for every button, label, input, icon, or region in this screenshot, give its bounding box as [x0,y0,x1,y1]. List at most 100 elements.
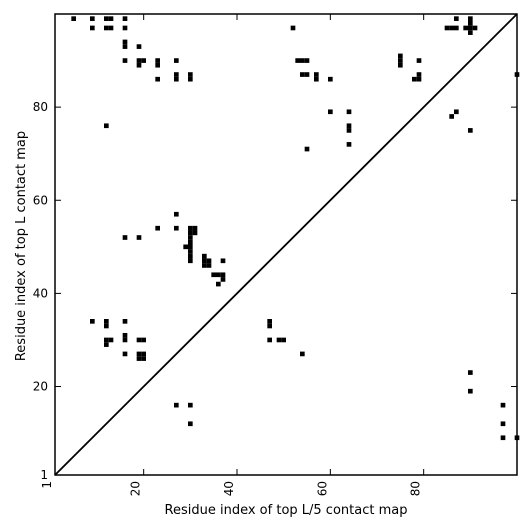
x-axis-label: Residue index of top L/5 contact map [165,503,408,518]
contact-cell-top-l [346,109,352,115]
contact-cell-top-l5 [300,351,305,357]
contact-cell-top-l [174,58,179,63]
contact-cell-top-l5 [500,435,506,441]
contact-cell-top-l5 [174,402,179,408]
contact-cell-top-l [468,25,473,31]
contact-cell-top-l [454,16,459,21]
contact-cell-top-l [71,16,76,21]
contact-cell-top-l [122,44,128,49]
contact-cell-top-l [90,16,95,21]
contact-cell-top-l [398,62,403,68]
contact-cell-top-l5 [211,272,216,278]
contact-cell-top-l [104,123,109,129]
contact-cell-top-l5 [202,253,207,259]
contact-cell-top-l5 [155,225,160,231]
contact-cell-top-l [122,39,128,45]
contact-cell-top-l5 [188,249,193,254]
contact-cell-top-l [304,146,310,152]
contact-cell-top-l5 [122,235,128,240]
contact-cell-top-l [416,72,422,77]
contact-cell-top-l [454,109,459,115]
contact-cell-top-l [346,142,352,147]
contact-cell-top-l [155,76,160,82]
contact-cell-top-l [295,58,300,63]
contact-cell-top-l5 [122,337,128,343]
contact-cell-top-l5 [267,337,272,343]
contact-cell-top-l5 [188,239,193,245]
contact-cell-top-l [188,72,193,77]
contact-cell-top-l5 [174,225,179,231]
contact-cell-top-l5 [188,244,193,250]
y-tick-label: 80 [33,100,48,114]
contact-cell-top-l [468,128,473,133]
x-tick-label: 60 [315,481,329,496]
contact-cell-top-l [174,72,179,77]
contact-cell-top-l5 [141,351,146,357]
contact-cell-top-l5 [188,235,193,240]
contact-cells [71,16,520,441]
contact-cell-top-l5 [281,337,286,343]
contact-cell-top-l5 [468,388,473,394]
contact-cell-top-l5 [188,258,193,264]
contact-cell-top-l [314,72,319,77]
contact-cell-top-l5 [267,319,272,324]
y-tick-label: 40 [33,286,48,300]
contact-cell-top-l [468,16,473,21]
contact-cell-top-l [290,25,296,31]
x-tick-label: 80 [409,481,423,496]
contact-cell-top-l5 [216,272,221,278]
contact-cell-top-l [300,72,305,77]
contact-cell-top-l [416,58,422,63]
plot-frame [54,13,518,476]
y-tick-label: 1 [40,468,48,482]
contact-cell-top-l [300,58,305,63]
contact-cell-top-l5 [202,263,207,268]
contact-cell-top-l [416,76,422,82]
contact-cell-top-l5 [206,258,212,264]
contact-cell-top-l [136,62,142,68]
contact-cell-top-l5 [500,402,506,408]
contact-cell-top-l5 [136,356,142,361]
contact-cell-top-l [136,58,142,63]
contact-cell-top-l [398,53,403,59]
contact-cell-top-l [463,25,468,31]
contact-cell-top-l5 [122,351,128,357]
contact-cell-top-l [141,58,146,63]
diagonal-line [54,13,518,476]
contact-cell-top-l [122,58,128,63]
contact-cell-top-l5 [183,244,188,250]
contact-cell-top-l5 [104,337,109,343]
contact-cell-top-l [104,25,109,31]
x-tick-label: 1 [40,481,54,489]
contact-cell-top-l5 [267,323,272,329]
contact-cell-top-l5 [206,263,212,268]
contact-cell-top-l5 [220,272,226,278]
contact-cell-top-l [136,44,142,49]
contact-cell-top-l5 [188,225,193,231]
y-axis-label: Residue index of top L contact map [14,131,29,361]
contact-cell-top-l [472,25,478,31]
y-tick-label: 60 [33,193,48,207]
contact-cell-top-l [328,76,333,82]
contact-cell-top-l5 [500,421,506,427]
contact-cell-top-l [90,25,95,31]
contact-cell-top-l [449,25,454,31]
contact-cell-top-l [122,16,128,21]
contact-cell-top-l [398,58,403,63]
contact-cell-top-l5 [104,342,109,347]
contact-cell-top-l [328,109,333,115]
contact-cell-top-l5 [188,253,193,259]
contact-cell-top-l5 [216,281,221,287]
contact-cell-top-l5 [136,235,142,240]
contact-cell-top-l5 [468,370,473,375]
contact-cell-top-l5 [108,337,114,343]
contact-cell-top-l [174,76,179,82]
contact-cell-top-l5 [104,323,109,329]
contact-cell-top-l5 [220,277,226,282]
contact-cell-top-l5 [141,337,146,343]
axis-ticks: 1 20 40 60 80 1 20 40 60 80 [33,14,517,496]
contact-cell-top-l [346,128,352,133]
contact-cell-top-l [314,76,319,82]
contact-cell-top-l [108,16,114,21]
contact-cell-top-l5 [192,225,198,231]
